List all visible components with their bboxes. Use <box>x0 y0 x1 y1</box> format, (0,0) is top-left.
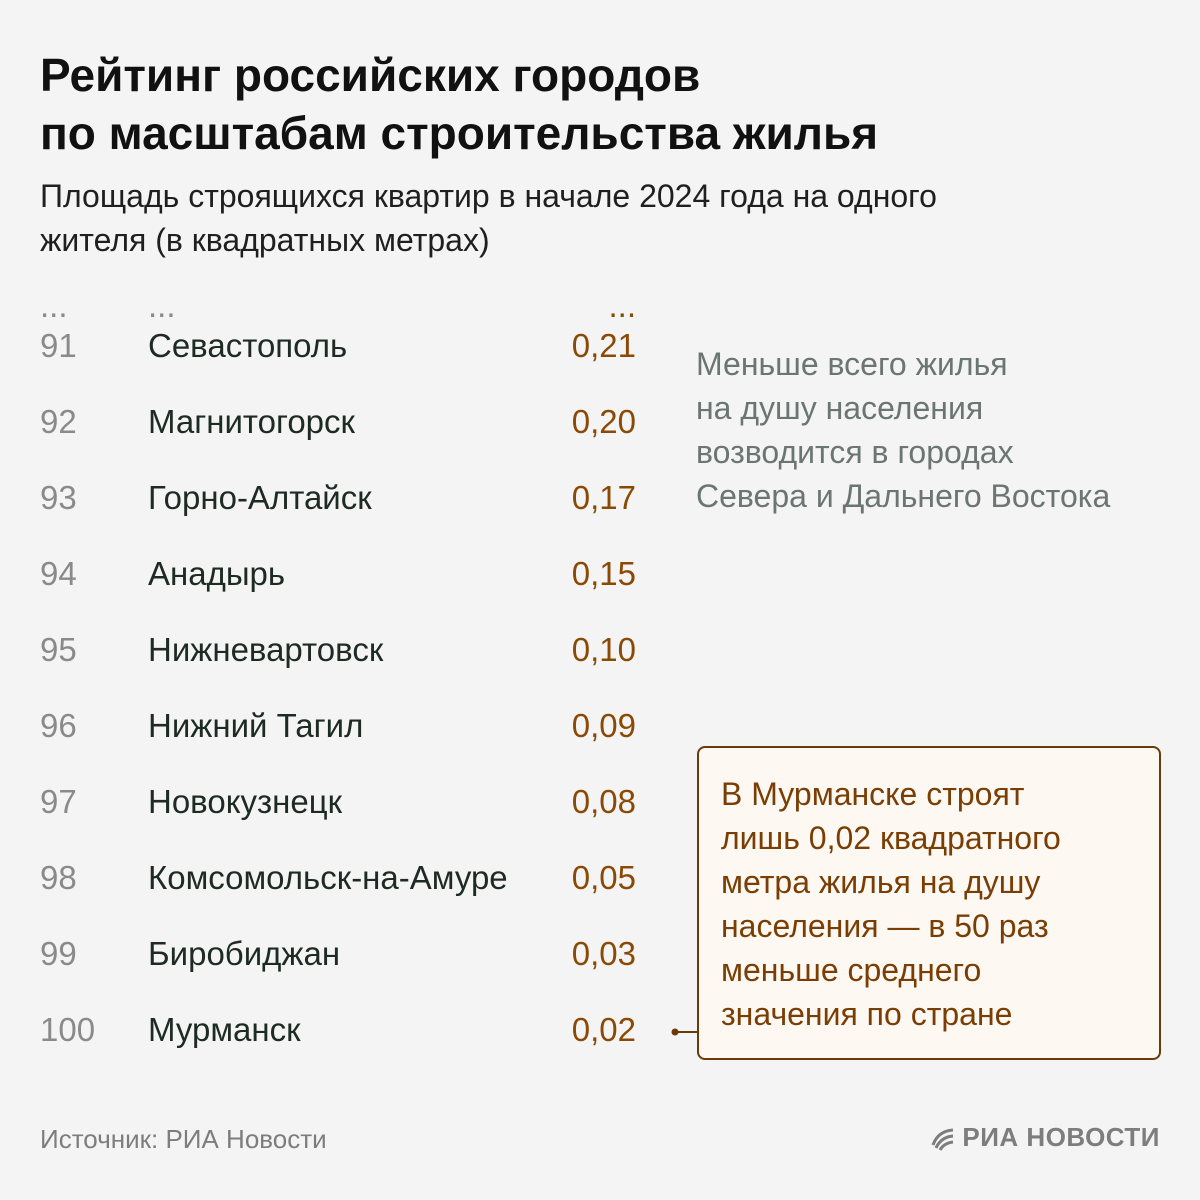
note-line: Севера и Дальнего Востока <box>696 478 1111 514</box>
title-line-2: по масштабам строительства жилья <box>40 107 879 159</box>
value-cell: 0,21 <box>571 327 636 364</box>
rank-cell: 91 <box>40 327 77 364</box>
northern-cities-note: Меньше всего жилья на душу населения воз… <box>696 342 1176 518</box>
rank-cell: 93 <box>40 479 77 516</box>
ellipsis-rank: ... <box>40 287 68 324</box>
rank-cell: 100 <box>40 1011 96 1048</box>
rank-cell: 92 <box>40 403 77 440</box>
city-cell: Новокузнецк <box>148 783 343 820</box>
rank-cell: 99 <box>40 935 77 972</box>
table-row: 100 Мурманск 0,02 <box>0 1000 660 1060</box>
callout-line: В Мурманске строят <box>721 776 1025 812</box>
page-title: Рейтинг российских городов по масштабам … <box>40 46 1160 162</box>
subtitle-line-1: Площадь строящихся квартир в начале 2024… <box>40 178 937 214</box>
ria-logo-icon <box>931 1128 954 1151</box>
ria-logo: РИА НОВОСТИ <box>930 1122 1160 1153</box>
value-cell: 0,15 <box>571 555 636 592</box>
table-row: 94 Анадырь 0,15 <box>0 544 660 604</box>
city-cell: Биробиджан <box>148 935 341 972</box>
table-row: 96 Нижний Тагил 0,09 <box>0 696 660 756</box>
ellipsis-row: ... ... ... <box>0 276 660 336</box>
rank-cell: 94 <box>40 555 77 592</box>
callout-line: меньше среднего <box>721 952 982 988</box>
rank-cell: 96 <box>40 707 77 744</box>
title-line-1: Рейтинг российских городов <box>40 49 701 101</box>
value-cell: 0,10 <box>571 631 636 668</box>
table-row: 97 Новокузнецк 0,08 <box>0 772 660 832</box>
ellipsis-city: ... <box>148 287 176 324</box>
callout-line: населения — в 50 раз <box>721 908 1049 944</box>
table-row: 99 Биробиджан 0,03 <box>0 924 660 984</box>
city-cell: Нижний Тагил <box>148 707 364 744</box>
value-cell: 0,02 <box>571 1011 636 1048</box>
city-cell: Севастополь <box>148 327 348 364</box>
table-row: 91 Севастополь 0,21 <box>0 316 660 376</box>
city-cell: Горно-Алтайск <box>148 479 372 516</box>
note-line: на душу населения <box>696 390 984 426</box>
city-cell: Магнитогорск <box>148 403 355 440</box>
value-cell: 0,17 <box>571 479 636 516</box>
callout-line: метра жилья на душу <box>721 864 1041 900</box>
value-cell: 0,20 <box>571 403 636 440</box>
note-line: возводится в городах <box>696 434 1014 470</box>
callout-line: значения по стране <box>721 996 1013 1032</box>
value-cell: 0,03 <box>571 935 636 972</box>
city-cell: Комсомольск-на-Амуре <box>148 859 508 896</box>
rank-cell: 97 <box>40 783 77 820</box>
value-cell: 0,08 <box>571 783 636 820</box>
table-row: 92 Магнитогорск 0,20 <box>0 392 660 452</box>
murmansk-callout: В Мурманске строят лишь 0,02 квадратного… <box>697 746 1161 1060</box>
table-row: 98 Комсомольск-на-Амуре 0,05 <box>0 848 660 908</box>
subtitle-line-2: жителя (в квадратных метрах) <box>40 222 490 258</box>
source-credit: Источник: РИА Новости <box>40 1124 327 1154</box>
city-cell: Мурманск <box>148 1011 301 1048</box>
value-cell: 0,05 <box>571 859 636 896</box>
city-cell: Анадырь <box>148 555 286 592</box>
value-cell: 0,09 <box>571 707 636 744</box>
rank-cell: 95 <box>40 631 77 668</box>
table-row: 93 Горно-Алтайск 0,17 <box>0 468 660 528</box>
note-line: Меньше всего жилья <box>696 346 1008 382</box>
ellipsis-value: ... <box>608 287 636 324</box>
rank-cell: 98 <box>40 859 77 896</box>
callout-line: лишь 0,02 квадратного <box>721 820 1061 856</box>
ria-logo-text: РИА НОВОСТИ <box>962 1122 1160 1152</box>
subtitle: Площадь строящихся квартир в начале 2024… <box>40 174 1140 262</box>
city-cell: Нижневартовск <box>148 631 384 668</box>
table-row: 95 Нижневартовск 0,10 <box>0 620 660 680</box>
callout-connector <box>671 1028 700 1036</box>
